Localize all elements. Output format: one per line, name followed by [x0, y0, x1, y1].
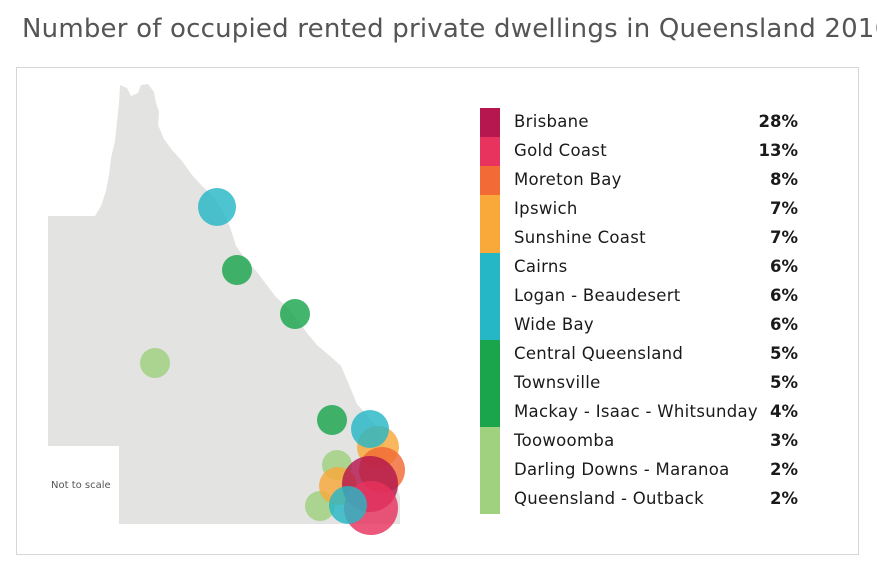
legend-swatch: [480, 340, 500, 369]
legend-label: Wide Bay: [514, 315, 595, 334]
legend-row: Wide Bay 6%: [480, 311, 810, 340]
bubble-logan-beaudesert: [329, 486, 367, 524]
legend-label: Toowoomba: [514, 431, 615, 450]
legend-value: 6%: [769, 286, 798, 305]
bubble-central-queensland: [317, 405, 347, 435]
legend-label: Gold Coast: [514, 141, 607, 160]
legend-swatch: [480, 166, 500, 195]
legend-value: 6%: [769, 257, 798, 276]
legend-row: Sunshine Coast 7%: [480, 224, 810, 253]
legend-row: Cairns 6%: [480, 253, 810, 282]
legend-value: 5%: [769, 373, 798, 392]
legend-swatch: [480, 311, 500, 340]
legend-row: Moreton Bay 8%: [480, 166, 810, 195]
legend-label: Townsville: [514, 373, 601, 392]
legend-swatch: [480, 224, 500, 253]
legend-label: Darling Downs - Maranoa: [514, 460, 730, 479]
legend-row: Queensland - Outback 2%: [480, 485, 810, 514]
legend-value: 13%: [758, 141, 799, 160]
legend-swatch: [480, 398, 500, 427]
legend-swatch: [480, 253, 500, 282]
legend-label: Brisbane: [514, 112, 589, 131]
legend-value: 2%: [769, 460, 798, 479]
legend-value: 8%: [769, 170, 798, 189]
legend-row: Brisbane 28%: [480, 108, 810, 137]
not-to-scale-note: Not to scale: [51, 480, 111, 491]
legend-swatch: [480, 282, 500, 311]
legend-label: Sunshine Coast: [514, 228, 646, 247]
bubble-cairns: [198, 188, 236, 226]
chart-title: Number of occupied rented private dwelli…: [22, 14, 877, 44]
legend-swatch: [480, 369, 500, 398]
legend-swatch: [480, 137, 500, 166]
legend-value: 5%: [769, 344, 798, 363]
legend-swatch: [480, 485, 500, 514]
legend-row: Toowoomba 3%: [480, 427, 810, 456]
legend-label: Logan - Beaudesert: [514, 286, 681, 305]
legend-value: 3%: [769, 431, 798, 450]
bubble-townsville: [222, 255, 252, 285]
bubble-mackay-isaac-whitsunday: [280, 299, 310, 329]
legend-label: Cairns: [514, 257, 568, 276]
legend-swatch: [480, 195, 500, 224]
legend-row: Townsville 5%: [480, 369, 810, 398]
legend-row: Logan - Beaudesert 6%: [480, 282, 810, 311]
legend-value: 7%: [769, 199, 798, 218]
legend-swatch: [480, 427, 500, 456]
legend-value: 28%: [758, 112, 799, 131]
legend-row: Central Queensland 5%: [480, 340, 810, 369]
legend-label: Queensland - Outback: [514, 489, 704, 508]
legend-swatch: [480, 456, 500, 485]
legend-value: 7%: [769, 228, 798, 247]
legend-row: Darling Downs - Maranoa 2%: [480, 456, 810, 485]
legend-label: Moreton Bay: [514, 170, 622, 189]
legend-row: Gold Coast 13%: [480, 137, 810, 166]
queensland-landmass: [48, 84, 400, 524]
legend-value: 2%: [769, 489, 798, 508]
legend-label: Central Queensland: [514, 344, 684, 363]
legend-row: Ipswich 7%: [480, 195, 810, 224]
legend-label: Mackay - Isaac - Whitsunday: [514, 402, 758, 421]
legend-row: Mackay - Isaac - Whitsunday 4%: [480, 398, 810, 427]
legend-label: Ipswich: [514, 199, 578, 218]
legend-value: 6%: [769, 315, 798, 334]
legend-swatch: [480, 108, 500, 137]
bubble-wide-bay: [351, 410, 389, 448]
legend-value: 4%: [769, 402, 798, 421]
bubble-queensland-outback: [140, 348, 170, 378]
